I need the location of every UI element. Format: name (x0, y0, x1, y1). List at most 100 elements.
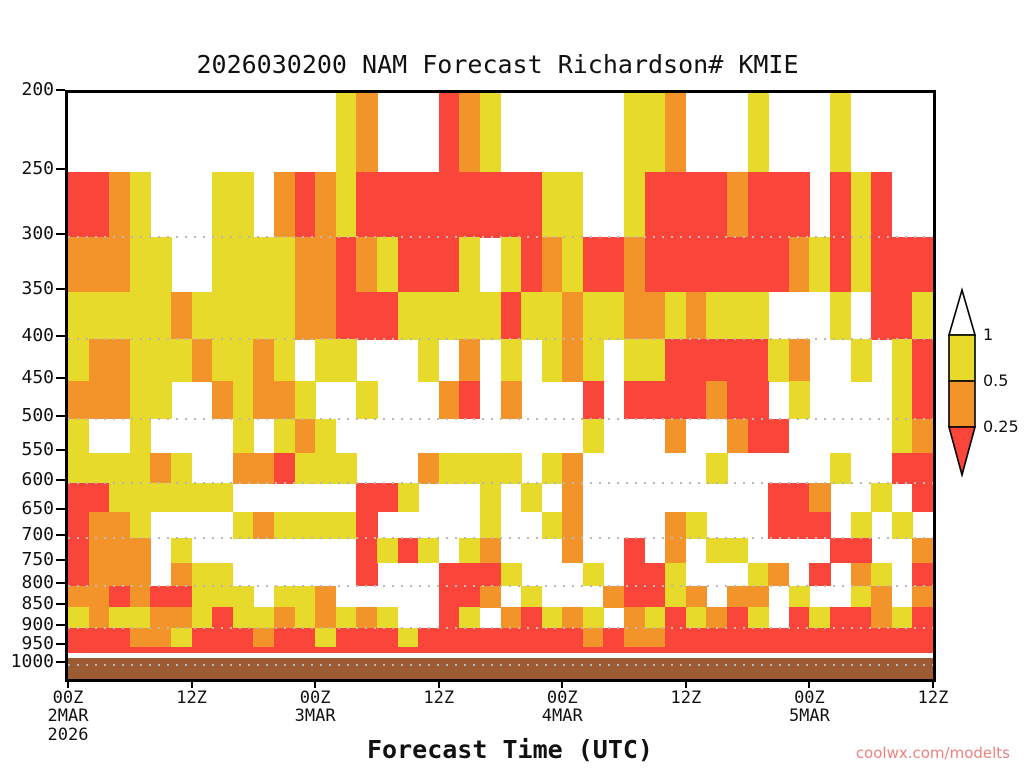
heatmap-cell (891, 418, 913, 454)
heatmap-cell (418, 452, 440, 485)
heatmap-cell (582, 339, 605, 382)
heatmap-cell (891, 452, 913, 485)
y-axis-tick-label: 900 (21, 613, 54, 635)
heatmap-cell (479, 627, 502, 648)
heatmap-cell (665, 237, 687, 293)
heatmap-cell (418, 646, 440, 656)
heatmap-cell (521, 291, 543, 340)
heatmap-cell (232, 381, 254, 420)
heatmap-cell (768, 339, 790, 382)
y-axis-tick-label: 800 (21, 571, 54, 593)
heatmap-cell (747, 607, 769, 629)
heatmap-cell (418, 237, 440, 293)
heatmap-cell (418, 291, 440, 340)
heatmap-cell (459, 381, 481, 420)
heatmap-cell (850, 172, 872, 238)
heatmap-cell (706, 172, 728, 238)
heatmap-cell (232, 646, 254, 656)
heatmap-cell (500, 339, 522, 382)
heatmap-cell (129, 585, 151, 608)
heatmap-cell (562, 538, 584, 564)
heatmap-cell (603, 627, 625, 648)
heatmap-cell (830, 93, 852, 173)
heatmap-cell (129, 627, 151, 648)
y-axis-tick-label: 850 (21, 593, 54, 615)
pressure-gridline (68, 338, 933, 341)
heatmap-cell (665, 511, 687, 539)
heatmap-cell (376, 538, 399, 564)
heatmap-cell (644, 291, 666, 340)
heatmap-cell (727, 646, 749, 656)
heatmap-cell (68, 483, 90, 513)
heatmap-cell (521, 627, 543, 648)
heatmap-cell (459, 237, 481, 293)
heatmap-cell (109, 562, 131, 587)
heatmap-cell (335, 291, 357, 340)
x-axis-tick (561, 679, 564, 688)
heatmap-cell (788, 339, 811, 382)
heatmap-cell (582, 562, 605, 587)
heatmap-cell (356, 627, 378, 648)
heatmap-cell (685, 511, 708, 539)
heatmap-cell (747, 418, 769, 454)
heatmap-cell (212, 627, 234, 648)
x-axis-tick (190, 679, 193, 688)
heatmap-cell (747, 627, 769, 648)
heatmap-cell (665, 627, 687, 648)
heatmap-cell (315, 291, 337, 340)
y-axis-tick-label: 250 (21, 158, 54, 180)
heatmap-cell (68, 237, 90, 293)
heatmap-cell (109, 172, 131, 238)
heatmap-cell (68, 172, 90, 238)
heatmap-cell (170, 291, 193, 340)
heatmap-cell (356, 93, 378, 173)
colorbar-top-arrow (947, 287, 977, 336)
heatmap-cell (479, 93, 502, 173)
heatmap-cell (438, 452, 460, 485)
heatmap-cell (727, 627, 749, 648)
heatmap-cell (273, 339, 296, 382)
heatmap-cell (438, 93, 460, 173)
heatmap-cell (850, 237, 872, 293)
heatmap-cell (294, 511, 316, 539)
plot-area (65, 90, 936, 682)
heatmap-cell (212, 237, 234, 293)
y-axis-tick-label: 650 (21, 497, 54, 519)
heatmap-cell (253, 607, 275, 629)
heatmap-cell (479, 585, 502, 608)
heatmap-cell (150, 646, 172, 656)
heatmap-cell (809, 237, 831, 293)
heatmap-cell (665, 418, 687, 454)
heatmap-cell (88, 237, 110, 293)
heatmap-cell (912, 237, 933, 293)
heatmap-cell (170, 452, 193, 485)
heatmap-cell (253, 452, 275, 485)
heatmap-cell (891, 607, 913, 629)
heatmap-cell (727, 172, 749, 238)
heatmap-cell (562, 483, 584, 513)
heatmap-cell (315, 237, 337, 293)
heatmap-cell (727, 585, 749, 608)
heatmap-cell (438, 627, 460, 648)
heatmap-cell (212, 585, 234, 608)
colorbar (947, 287, 977, 479)
heatmap-cell (335, 172, 357, 238)
heatmap-cell (397, 291, 419, 340)
heatmap-cell (850, 607, 872, 629)
x-axis-tick-label: 00Z (299, 688, 331, 708)
heatmap-cell (624, 172, 646, 238)
heatmap-cell (376, 646, 399, 656)
heatmap-cell (129, 646, 151, 656)
heatmap-cell (706, 538, 728, 564)
heatmap-cell (150, 607, 172, 629)
heatmap-cell (150, 237, 172, 293)
heatmap-cell (768, 172, 790, 238)
heatmap-cell (109, 381, 131, 420)
heatmap-cell (335, 339, 357, 382)
heatmap-cell (912, 627, 933, 648)
heatmap-cell (727, 291, 749, 340)
page-title: 2026030200 NAM Forecast Richardson# KMIE (196, 50, 799, 79)
heatmap-cell (809, 562, 831, 587)
y-axis-tick-label: 450 (21, 367, 54, 389)
heatmap-cell (685, 172, 708, 238)
